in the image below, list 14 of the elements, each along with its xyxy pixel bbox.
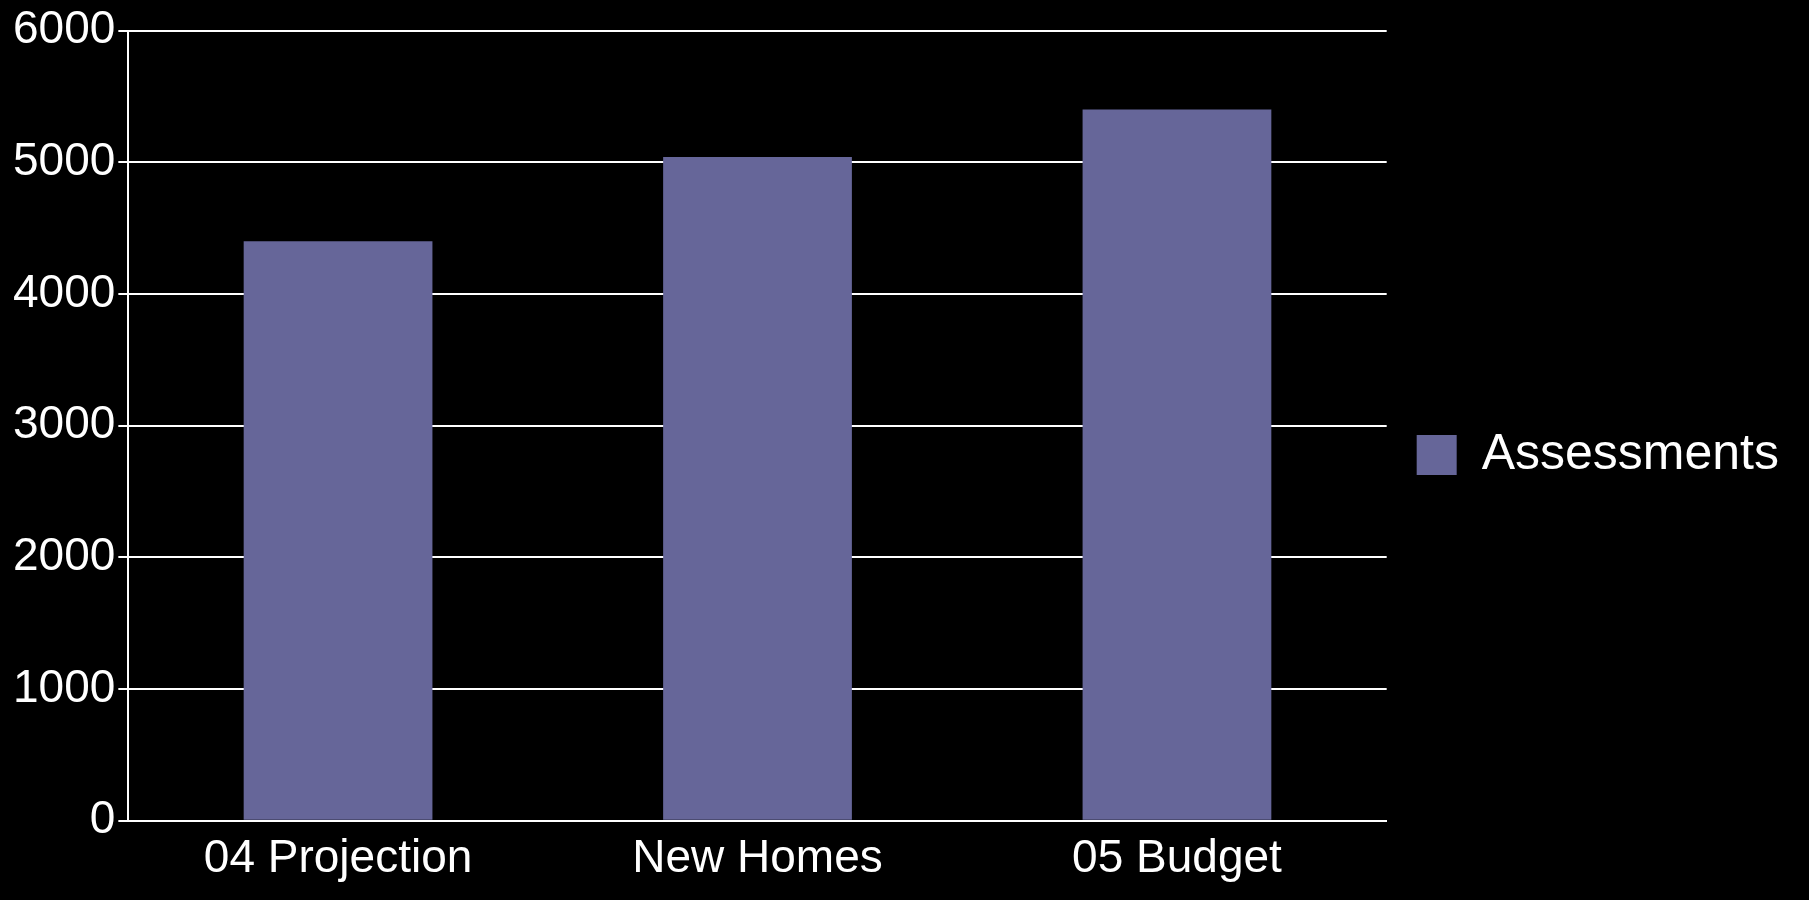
y-tick-label: 0 [89, 791, 116, 844]
y-tick-label: 2000 [12, 528, 116, 581]
legend-label: Assessments [1481, 423, 1780, 480]
bar [663, 157, 852, 820]
y-tick-label: 4000 [12, 264, 116, 317]
y-tick-label: 5000 [12, 132, 116, 185]
bar [1082, 109, 1272, 820]
y-tick-label: 1000 [12, 659, 116, 712]
y-tick-label: 6000 [12, 1, 116, 54]
x-tick-label: 05 Budget [1072, 830, 1283, 883]
x-tick-label: 04 Projection [203, 830, 473, 883]
y-tick-label: 3000 [12, 396, 116, 449]
x-tick-label: New Homes [632, 830, 883, 883]
bar [243, 241, 433, 820]
